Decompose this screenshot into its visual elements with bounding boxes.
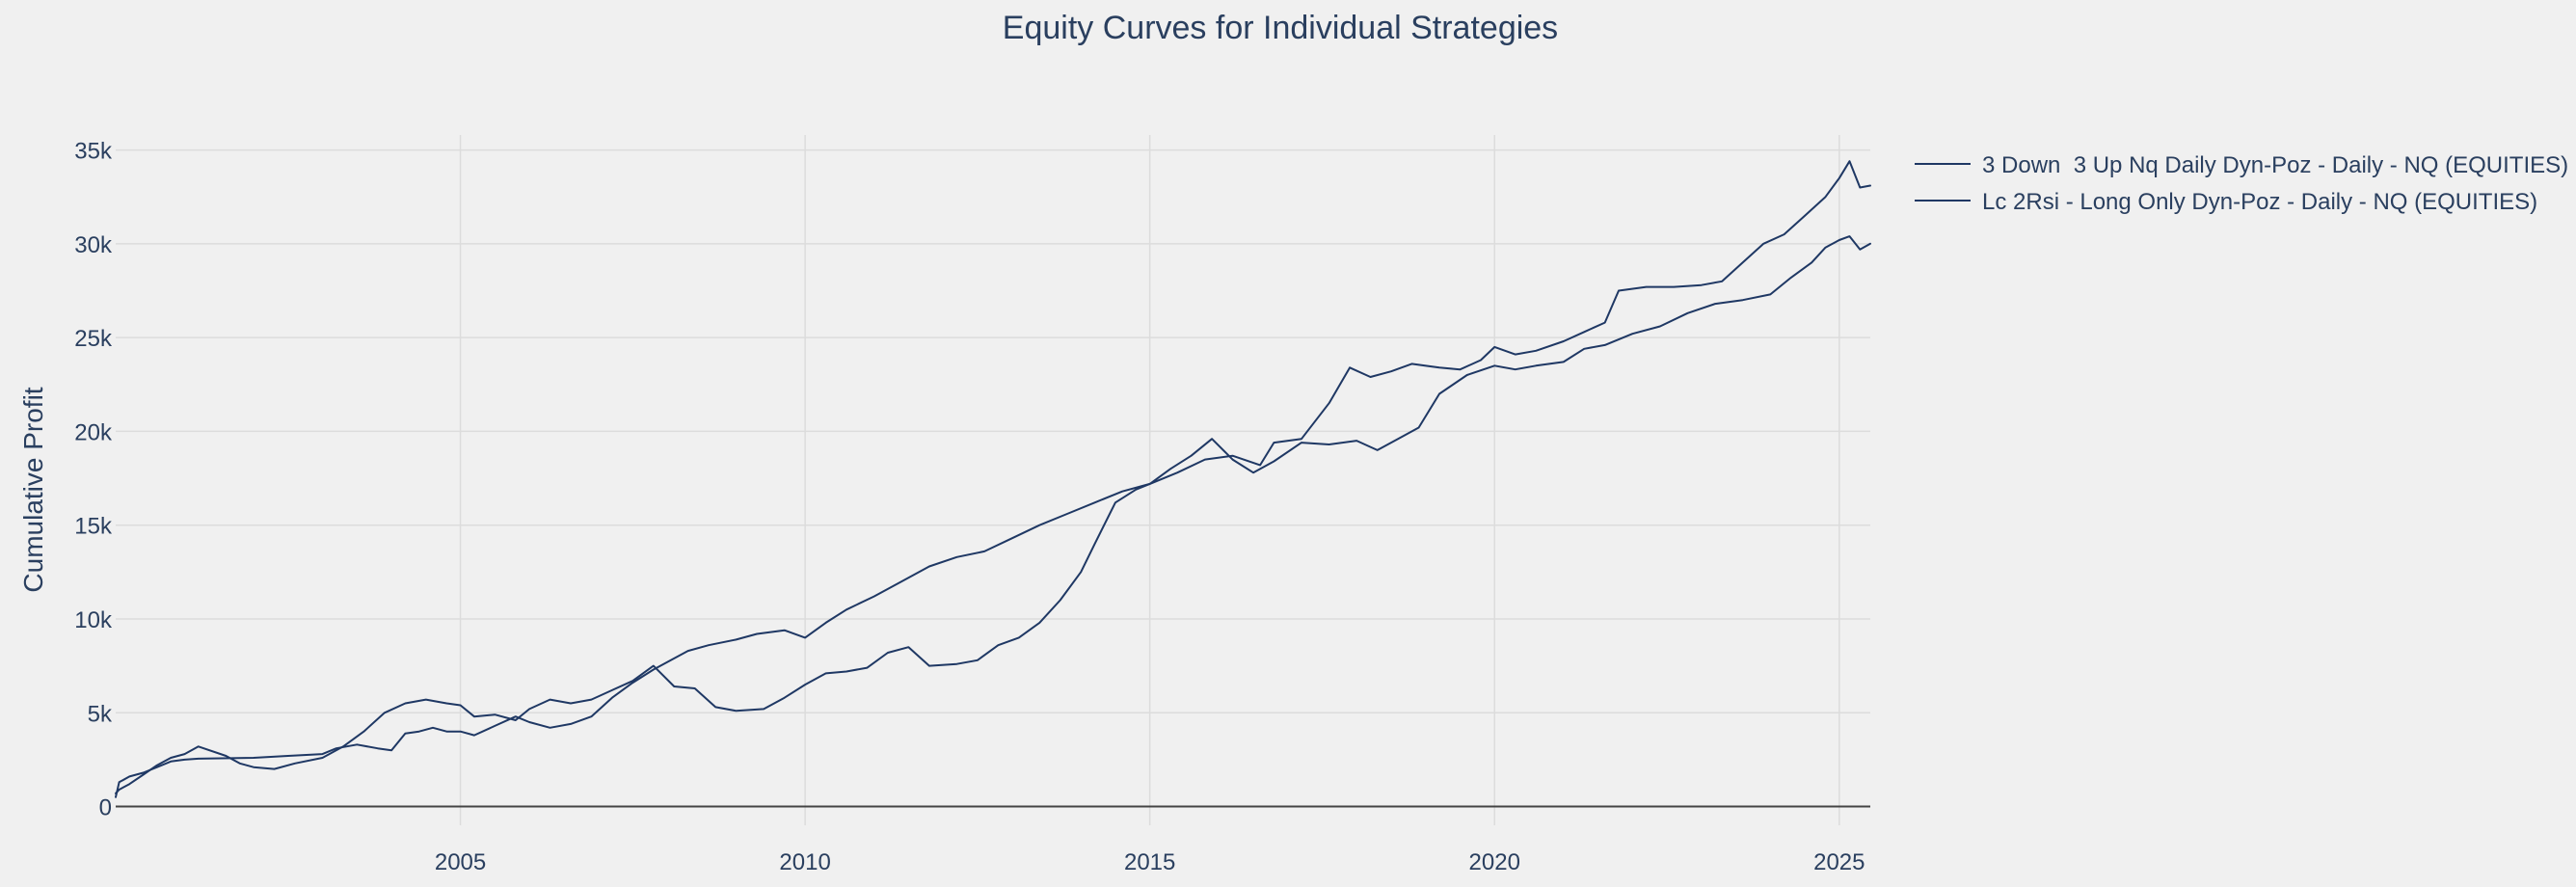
x-tick-label: 2025 [1813,849,1865,875]
gridlines [116,135,1870,825]
x-tick-label: 2020 [1469,849,1520,875]
legend-item-2[interactable]: Lc 2Rsi - Long Only Dyn-Poz - Daily - NQ… [1915,189,2537,215]
y-tick-label: 20k [74,419,113,445]
chart-title: Equity Curves for Individual Strategies [1003,10,1558,46]
y-tick-label: 30k [74,232,113,258]
legend[interactable]: 3 Down 3 Up Nq Daily Dyn-Poz - Daily - N… [1915,152,2568,215]
series-line-2 [115,235,1871,794]
y-tick-label: 35k [74,139,113,165]
y-axis-title: Cumulative Profit [18,387,48,592]
x-axis-ticks: 2005 2010 2015 2020 2025 [435,849,1865,875]
legend-item-1[interactable]: 3 Down 3 Up Nq Daily Dyn-Poz - Daily - N… [1915,152,2568,178]
series-lines [115,160,1871,798]
y-tick-label: 5k [88,701,113,727]
x-tick-label: 2010 [779,849,830,875]
y-axis-ticks: 0 5k 10k 15k 20k 25k 30k 35k [74,139,113,821]
series-line-1 [115,160,1871,798]
legend-label: 3 Down 3 Up Nq Daily Dyn-Poz - Daily - N… [1982,152,2568,178]
legend-label: Lc 2Rsi - Long Only Dyn-Poz - Daily - NQ… [1982,189,2537,215]
y-tick-label: 15k [74,514,113,540]
x-tick-label: 2005 [435,849,486,875]
y-tick-label: 10k [74,607,113,633]
x-tick-label: 2015 [1124,849,1175,875]
y-tick-label: 25k [74,326,113,352]
y-tick-label: 0 [99,795,112,821]
